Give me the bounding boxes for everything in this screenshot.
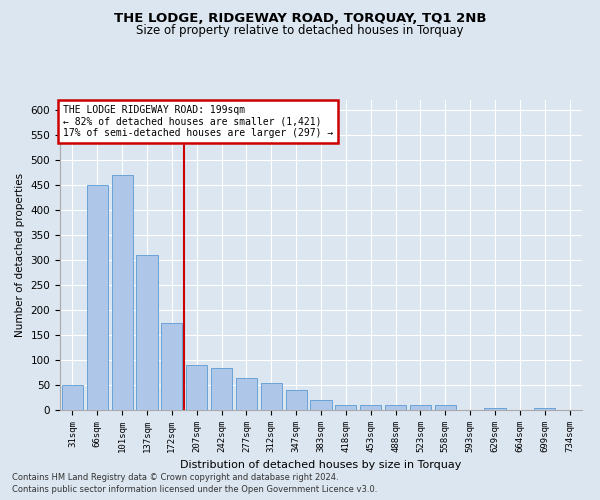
Bar	[385, 405, 406, 410]
Bar	[136, 255, 158, 410]
Bar	[484, 408, 506, 410]
X-axis label: Distribution of detached houses by size in Torquay: Distribution of detached houses by size …	[181, 460, 461, 470]
Y-axis label: Number of detached properties: Number of detached properties	[15, 173, 25, 337]
Bar	[112, 175, 133, 410]
Bar	[236, 378, 257, 410]
Bar	[211, 368, 232, 410]
Text: THE LODGE, RIDGEWAY ROAD, TORQUAY, TQ1 2NB: THE LODGE, RIDGEWAY ROAD, TORQUAY, TQ1 2…	[114, 12, 486, 26]
Bar	[261, 382, 282, 410]
Text: Contains HM Land Registry data © Crown copyright and database right 2024.: Contains HM Land Registry data © Crown c…	[12, 472, 338, 482]
Bar	[186, 365, 207, 410]
Bar	[62, 385, 83, 410]
Text: Size of property relative to detached houses in Torquay: Size of property relative to detached ho…	[136, 24, 464, 37]
Bar	[534, 408, 555, 410]
Bar	[161, 322, 182, 410]
Text: THE LODGE RIDGEWAY ROAD: 199sqm
← 82% of detached houses are smaller (1,421)
17%: THE LODGE RIDGEWAY ROAD: 199sqm ← 82% of…	[62, 104, 333, 138]
Bar	[286, 390, 307, 410]
Bar	[310, 400, 332, 410]
Bar	[435, 405, 456, 410]
Bar	[360, 405, 381, 410]
Bar	[335, 405, 356, 410]
Text: Contains public sector information licensed under the Open Government Licence v3: Contains public sector information licen…	[12, 485, 377, 494]
Bar	[87, 185, 108, 410]
Bar	[410, 405, 431, 410]
